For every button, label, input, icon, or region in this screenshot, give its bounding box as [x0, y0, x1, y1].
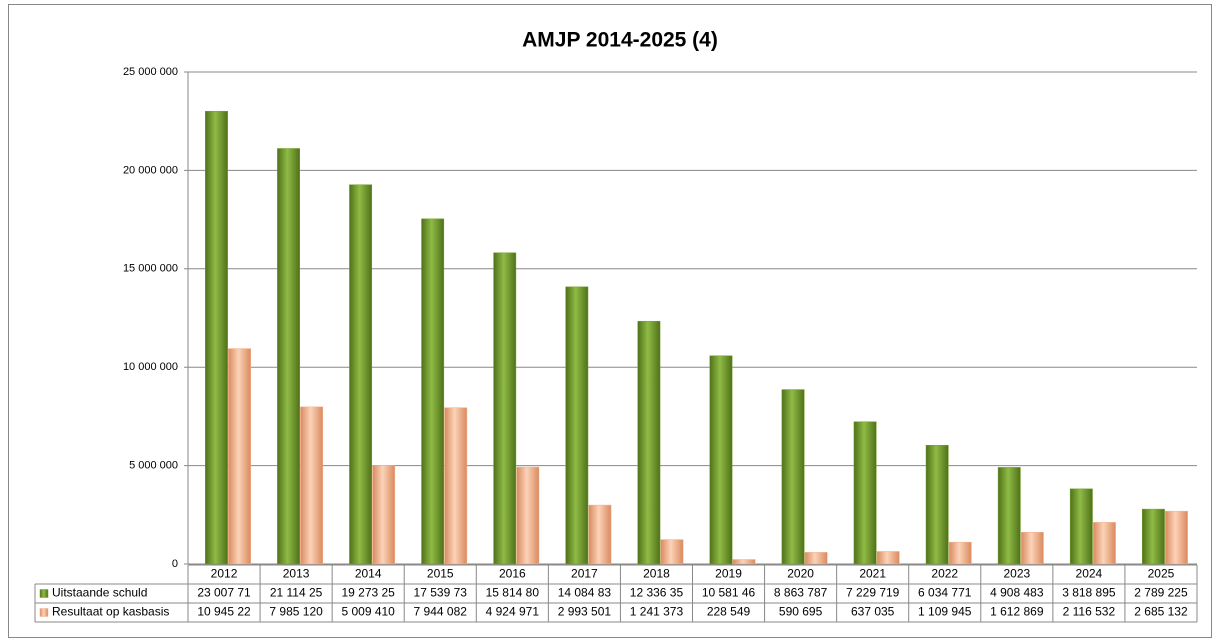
y-tick-label: 20 000 000 [123, 164, 178, 176]
bar [948, 541, 972, 565]
table-value: 2 993 501 [558, 605, 612, 619]
bar [277, 148, 300, 565]
y-tick-label: 0 [172, 558, 178, 570]
table-value: 228 549 [707, 605, 751, 619]
x-tick-label: 2012 [211, 567, 238, 581]
bar [300, 406, 324, 565]
y-tick-label: 10 000 000 [123, 361, 178, 373]
bar [444, 407, 468, 565]
bar [732, 559, 756, 565]
table-value: 2 789 225 [1134, 586, 1188, 600]
table-value: 8 863 787 [774, 586, 828, 600]
x-tick-label: 2021 [859, 567, 886, 581]
x-tick-label: 2023 [1003, 567, 1030, 581]
legend-label: Resultaat op kasbasis [52, 605, 169, 619]
table-value: 1 241 373 [630, 605, 684, 619]
bar [349, 184, 373, 565]
x-tick-label: 2020 [787, 567, 814, 581]
x-tick-label: 2019 [715, 567, 742, 581]
bar [709, 355, 733, 565]
table-value: 12 336 35 [630, 586, 684, 600]
table-value: 3 818 895 [1062, 586, 1116, 600]
table-value: 17 539 73 [414, 586, 468, 600]
bar [493, 252, 517, 565]
bar [1141, 508, 1165, 565]
table-value: 1 612 869 [990, 605, 1044, 619]
bar [565, 286, 589, 565]
table-value: 19 273 25 [341, 586, 395, 600]
table-value: 21 114 25 [270, 586, 323, 600]
y-tick-label: 5 000 000 [129, 460, 178, 472]
bar [804, 552, 828, 565]
bar [781, 389, 805, 565]
table-value: 2 116 532 [1063, 605, 1116, 619]
bar [997, 467, 1021, 565]
table-value: 590 695 [779, 605, 823, 619]
bar [925, 444, 949, 565]
x-tick-label: 2017 [571, 567, 598, 581]
x-tick-label: 2013 [283, 567, 310, 581]
table-value: 7 944 082 [414, 605, 468, 619]
table-value: 10 945 22 [197, 605, 251, 619]
table-value: 1 109 945 [918, 605, 972, 619]
bar [853, 421, 877, 565]
table-value: 6 034 771 [918, 586, 972, 600]
chart-title: AMJP 2014-2025 (4) [522, 29, 718, 52]
x-tick-label: 2024 [1076, 567, 1103, 581]
x-tick-label: 2014 [355, 567, 382, 581]
x-tick-label: 2018 [643, 567, 670, 581]
table-value: 7 229 719 [846, 586, 900, 600]
table-value: 10 581 46 [702, 586, 756, 600]
bar [205, 110, 228, 565]
x-tick-label: 2016 [499, 567, 526, 581]
bar [660, 539, 684, 565]
x-tick-label: 2015 [427, 567, 454, 581]
x-tick-label: 2025 [1148, 567, 1175, 581]
bar [372, 465, 396, 565]
table-value: 637 035 [851, 605, 895, 619]
bar [588, 504, 612, 565]
bar [516, 466, 540, 565]
bar [1069, 488, 1093, 565]
bar [421, 218, 445, 565]
bar [1165, 510, 1188, 565]
x-tick-label: 2022 [931, 567, 958, 581]
y-tick-label: 15 000 000 [123, 263, 178, 275]
bar [876, 551, 900, 565]
table-value: 5 009 410 [341, 605, 395, 619]
bar [1020, 532, 1044, 565]
legend-swatch [39, 608, 49, 617]
y-tick-label: 25 000 000 [123, 66, 178, 78]
table-value: 15 814 80 [486, 586, 540, 600]
table-value: 7 985 120 [269, 605, 323, 619]
table-value: 4 924 971 [486, 605, 540, 619]
table-value: 23 007 71 [197, 586, 251, 600]
legend-swatch [39, 589, 49, 598]
table-value: 2 685 132 [1134, 605, 1188, 619]
bar [637, 320, 661, 565]
table-value: 14 084 83 [558, 586, 612, 600]
bar [228, 348, 251, 565]
bar [1092, 522, 1116, 565]
table-value: 4 908 483 [990, 586, 1044, 600]
legend-label: Uitstaande schuld [52, 586, 147, 600]
